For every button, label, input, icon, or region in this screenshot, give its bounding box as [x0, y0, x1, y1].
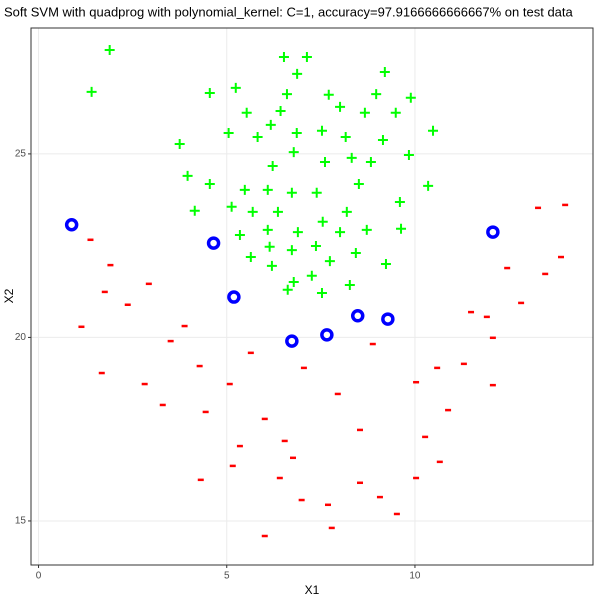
plus-point: [275, 105, 286, 116]
plus-point: [288, 277, 299, 288]
support-vector: [227, 290, 241, 304]
plus-point: [301, 51, 312, 62]
plus-point: [335, 227, 346, 238]
y-tick-label: 20: [15, 332, 27, 343]
plus-point: [174, 138, 185, 149]
support-vector: [206, 236, 221, 250]
plus-point: [405, 92, 416, 103]
plus-point: [266, 260, 277, 271]
plus-point: [371, 89, 382, 100]
plus-point: [86, 86, 97, 97]
plus-point: [262, 184, 273, 195]
support-vector: [381, 312, 395, 326]
plus-point: [204, 178, 215, 189]
plus-point: [335, 101, 346, 112]
plus-point: [241, 107, 252, 118]
plus-point: [282, 284, 293, 295]
plus-point: [281, 89, 292, 100]
plus-point: [226, 201, 237, 212]
plus-point: [272, 206, 283, 217]
points: [64, 45, 569, 538]
plus-point: [267, 161, 278, 172]
x-axis-label: X1: [305, 583, 320, 597]
plus-point: [189, 205, 200, 216]
plus-point: [396, 223, 407, 234]
plus-point: [359, 107, 370, 118]
plus-point: [292, 227, 303, 238]
plus-point: [252, 132, 263, 143]
y-tick-label: 25: [15, 149, 27, 160]
support-vector: [64, 217, 79, 232]
plus-point: [239, 184, 250, 195]
plus-point: [346, 152, 357, 163]
support-vector: [285, 334, 299, 348]
plus-point: [286, 187, 297, 198]
plus-point: [390, 107, 401, 118]
x-tick-label: 10: [409, 571, 421, 582]
plus-point: [306, 270, 317, 281]
plus-point: [341, 206, 352, 217]
plus-point: [344, 279, 355, 290]
plus-point: [317, 216, 328, 227]
panel-border: [30, 27, 594, 566]
plus-point: [311, 187, 322, 198]
grid: [31, 28, 593, 565]
plus-point: [323, 89, 334, 100]
plus-point: [223, 127, 234, 138]
plus-point: [324, 256, 335, 267]
plus-point: [350, 248, 361, 259]
plus-point: [291, 127, 302, 138]
plus-point: [278, 51, 289, 62]
plus-point: [234, 230, 245, 241]
plus-point: [403, 150, 414, 161]
plus-point: [310, 241, 321, 252]
plus-point: [292, 68, 303, 79]
plus-point: [316, 288, 327, 299]
panel: [31, 28, 593, 565]
plus-point: [319, 156, 330, 167]
plus-point: [394, 196, 405, 207]
plus-point: [379, 67, 390, 78]
plus-point: [182, 170, 193, 181]
plus-point: [353, 178, 364, 189]
plus-point: [340, 132, 351, 143]
support-vector: [320, 328, 334, 342]
plus-point: [365, 156, 376, 167]
y-axis-label: X2: [2, 288, 16, 303]
x-tick-label: 0: [36, 571, 42, 582]
plus-point: [428, 125, 439, 136]
plus-point: [245, 252, 256, 263]
plus-point: [247, 206, 258, 217]
plus-point: [316, 125, 327, 136]
y-tick-label: 15: [15, 516, 27, 527]
support-vector: [350, 309, 365, 323]
plus-point: [377, 134, 388, 145]
plus-point: [230, 82, 241, 93]
plus-point: [262, 224, 273, 235]
plus-point: [361, 224, 372, 235]
plus-point: [264, 241, 275, 252]
support-vector: [486, 225, 500, 239]
plus-point: [265, 119, 276, 130]
x-tick-label: 5: [224, 571, 230, 582]
plus-point: [423, 180, 434, 191]
plus-point: [104, 45, 115, 56]
plus-point: [286, 245, 297, 256]
plus-point: [204, 87, 215, 98]
plus-point: [288, 147, 299, 158]
plus-point: [380, 259, 391, 270]
chart-title: Soft SVM with quadprog with polynomial_k…: [4, 4, 574, 19]
